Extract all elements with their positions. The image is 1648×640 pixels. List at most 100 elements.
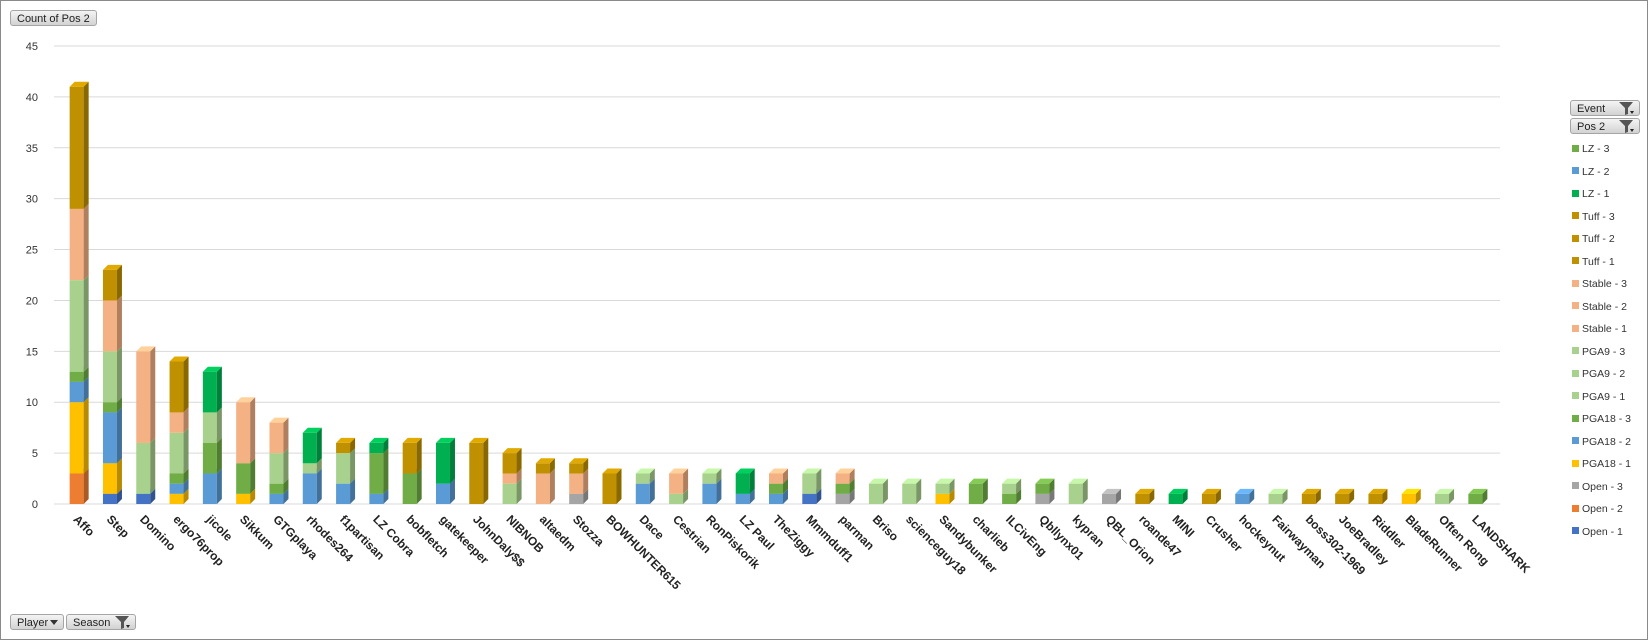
legend-item: PGA9 - 3 <box>1572 341 1642 364</box>
season-filter-label: Season <box>73 617 111 629</box>
bar-side <box>283 417 289 454</box>
bar-side <box>416 468 422 504</box>
value-field-button[interactable]: Count of Pos 2 <box>10 10 97 26</box>
bar-top <box>1435 488 1455 494</box>
bar-front <box>835 493 850 504</box>
season-filter-button[interactable]: Season <box>66 614 136 630</box>
legend-swatch <box>1572 324 1579 332</box>
bar-front <box>769 473 783 484</box>
legend-item: LZ - 2 <box>1572 161 1642 184</box>
bar-front <box>1235 493 1250 504</box>
bar-segment <box>202 468 222 504</box>
bar-front <box>1301 493 1316 504</box>
pos-filter-button[interactable]: Pos 2 <box>1570 118 1640 134</box>
bar-top <box>968 478 988 484</box>
bar-front <box>435 442 450 484</box>
x-tick-label: Sikkum <box>237 512 277 552</box>
event-filter-button[interactable]: Event <box>1570 100 1640 116</box>
legend-item: Stable - 1 <box>1572 318 1642 341</box>
bar-top <box>1068 478 1088 484</box>
legend-swatch <box>1572 369 1579 377</box>
bar-front <box>236 493 251 504</box>
bar-segment <box>1035 478 1055 494</box>
bar-side <box>216 437 222 474</box>
legend-swatch <box>1572 392 1579 400</box>
legend-swatch <box>1572 279 1579 287</box>
filter-funnel-icon <box>1619 102 1634 115</box>
y-tick-label: 40 <box>26 92 38 104</box>
bar-front <box>202 412 217 443</box>
y-tick-label: 0 <box>32 499 38 511</box>
bar-front <box>735 493 750 504</box>
bar-top <box>402 437 422 443</box>
legend-label: LZ - 1 <box>1582 188 1610 200</box>
bar-segment <box>769 468 788 484</box>
legend-item: Open - 2 <box>1572 498 1642 521</box>
bar-front <box>535 473 550 504</box>
bar-side <box>849 488 855 504</box>
legend-label: Stable - 3 <box>1582 278 1627 290</box>
bar-front <box>902 483 917 504</box>
bar-top <box>236 397 256 403</box>
bar-front <box>136 442 151 494</box>
bar-segment <box>635 468 655 484</box>
bar-side <box>83 203 89 281</box>
x-tick-label: Dace <box>637 512 667 542</box>
bar-top <box>1102 488 1122 494</box>
legend-label: PGA9 - 2 <box>1582 368 1626 380</box>
bar-front <box>502 473 517 484</box>
bar-side <box>849 478 855 494</box>
bar-front <box>1135 493 1150 504</box>
bar-segment <box>1435 488 1455 504</box>
bar-top <box>269 417 289 423</box>
bar-front <box>1468 493 1483 504</box>
player-field-button[interactable]: Player <box>10 614 64 630</box>
legend-swatch <box>1572 234 1579 242</box>
legend-item: PGA18 - 2 <box>1572 431 1642 454</box>
legend-swatch <box>1572 437 1579 445</box>
gridlines <box>54 45 1500 505</box>
y-tick-label: 45 <box>26 41 38 53</box>
bar-front <box>569 463 584 474</box>
legend-swatch <box>1572 257 1579 265</box>
bar-segment <box>1268 488 1288 504</box>
bar-top <box>169 356 189 362</box>
legend-label: PGA9 - 3 <box>1582 345 1626 358</box>
bar-side <box>350 437 356 454</box>
bar-side <box>1016 478 1022 494</box>
bar-front <box>336 442 351 454</box>
bar-side <box>882 478 888 504</box>
bar-top <box>369 437 389 443</box>
bar-side <box>216 366 222 413</box>
bar-segment <box>102 407 122 464</box>
bar-side <box>649 478 655 504</box>
bar-front <box>169 493 184 504</box>
bar-front <box>102 300 117 352</box>
bar-top <box>669 468 689 474</box>
bar-top <box>535 458 555 464</box>
bar-side <box>216 407 222 443</box>
bar-front <box>102 463 117 494</box>
bar-side <box>216 468 222 504</box>
legend-item: Open - 3 <box>1572 476 1642 499</box>
bar-top <box>569 458 589 464</box>
bar-front <box>336 483 351 504</box>
bar-side <box>683 488 689 504</box>
bar-side <box>683 468 689 494</box>
bar-top <box>1468 488 1488 494</box>
bar-front <box>102 493 117 504</box>
y-tick-label: 20 <box>26 295 38 307</box>
bar-front <box>1268 493 1283 504</box>
bar-segment <box>902 478 922 504</box>
bar-front <box>102 351 117 403</box>
bar-front <box>935 483 950 494</box>
bar-side <box>183 407 189 433</box>
bar-front <box>236 463 251 494</box>
bar-side <box>116 397 122 413</box>
bar-front <box>1002 493 1017 504</box>
bar-segment <box>1401 488 1421 504</box>
bar-side <box>516 478 522 504</box>
bar-top <box>435 437 455 443</box>
bar-segment <box>1102 488 1122 504</box>
bar-side <box>716 478 722 504</box>
